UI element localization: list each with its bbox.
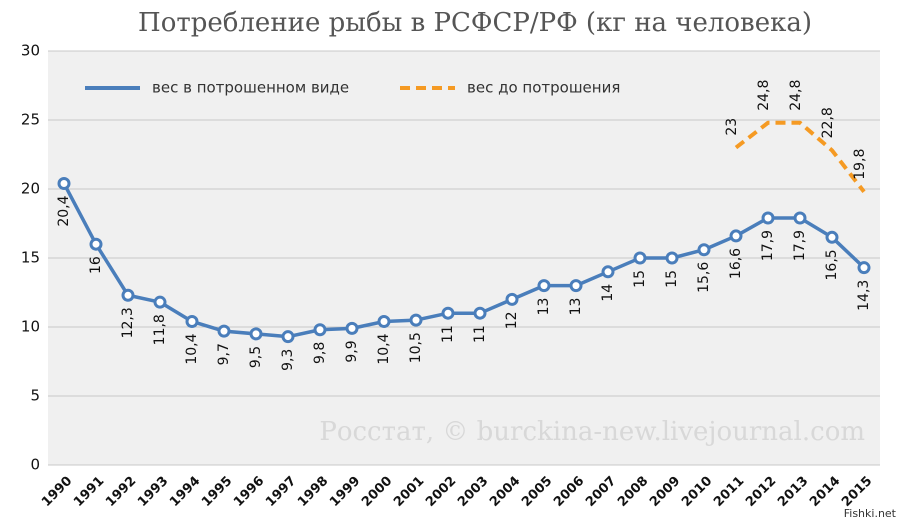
data-label: 10,4 bbox=[184, 333, 200, 364]
x-tick-label: 1999 bbox=[327, 474, 363, 510]
y-tick-label: 15 bbox=[21, 249, 40, 267]
data-label: 15,6 bbox=[696, 262, 712, 293]
marker bbox=[441, 306, 455, 320]
x-tick-label: 2004 bbox=[487, 474, 523, 510]
marker bbox=[601, 265, 615, 279]
x-tick-label: 2015 bbox=[839, 474, 875, 510]
marker bbox=[697, 243, 711, 257]
x-tick-label: 2012 bbox=[743, 474, 779, 510]
x-tick-label: 2006 bbox=[551, 474, 587, 510]
data-label: 17,9 bbox=[792, 230, 808, 261]
x-tick-label: 2007 bbox=[583, 474, 619, 510]
legend-label: вес в потрошенном виде bbox=[152, 79, 349, 97]
data-label: 9,3 bbox=[280, 349, 296, 371]
data-label: 12,3 bbox=[120, 307, 136, 338]
x-tick-label: 1998 bbox=[295, 474, 331, 510]
x-tick-label: 1991 bbox=[71, 474, 107, 510]
data-label: 9,9 bbox=[344, 340, 360, 362]
marker bbox=[89, 237, 103, 251]
x-tick-label: 2001 bbox=[391, 474, 427, 510]
data-label: 9,5 bbox=[248, 346, 264, 368]
marker bbox=[537, 279, 551, 293]
y-tick-label: 30 bbox=[21, 42, 40, 60]
marker bbox=[633, 251, 647, 265]
data-label: 24,8 bbox=[756, 80, 772, 111]
x-tick-label: 2008 bbox=[615, 474, 651, 510]
x-tick-label: 2005 bbox=[519, 474, 555, 510]
marker bbox=[729, 229, 743, 243]
marker bbox=[569, 279, 583, 293]
marker bbox=[665, 251, 679, 265]
marker bbox=[345, 321, 359, 335]
data-label: 9,8 bbox=[312, 342, 328, 364]
data-label: 14,3 bbox=[856, 280, 872, 311]
data-label: 16,6 bbox=[728, 248, 744, 279]
data-label: 19,8 bbox=[852, 149, 868, 180]
data-label: 20,4 bbox=[56, 195, 72, 226]
x-tick-label: 2011 bbox=[711, 474, 747, 510]
marker bbox=[473, 306, 487, 320]
marker bbox=[121, 288, 135, 302]
data-label: 16,5 bbox=[824, 249, 840, 280]
marker bbox=[377, 314, 391, 328]
data-label: 23 bbox=[724, 118, 740, 136]
marker bbox=[793, 211, 807, 225]
marker bbox=[761, 211, 775, 225]
marker bbox=[825, 230, 839, 244]
data-label: 9,7 bbox=[216, 343, 232, 365]
x-tick-label: 2013 bbox=[775, 474, 811, 510]
x-tick-label: 1990 bbox=[39, 474, 75, 510]
data-label: 15 bbox=[632, 270, 648, 288]
marker bbox=[185, 314, 199, 328]
marker bbox=[281, 330, 295, 344]
data-label: 24,8 bbox=[788, 80, 804, 111]
data-label: 12 bbox=[504, 311, 520, 329]
data-label: 10,5 bbox=[408, 332, 424, 363]
data-label: 17,9 bbox=[760, 230, 776, 261]
x-tick-label: 2010 bbox=[679, 474, 715, 510]
series-line bbox=[734, 120, 866, 193]
x-tick-label: 2009 bbox=[647, 474, 683, 510]
watermark: Fishki.net bbox=[844, 507, 897, 520]
data-label: 11 bbox=[440, 325, 456, 343]
x-tick-label: 1994 bbox=[167, 474, 203, 510]
marker bbox=[505, 292, 519, 306]
legend-label: вес до потрошения bbox=[467, 79, 620, 97]
watermark: Росстат, © burckina-new.livejournal.com bbox=[319, 417, 865, 447]
y-tick-label: 25 bbox=[21, 111, 40, 129]
x-tick-label: 2000 bbox=[359, 474, 395, 510]
x-tick-label: 2002 bbox=[423, 474, 459, 510]
data-label: 13 bbox=[568, 298, 584, 316]
data-label: 14 bbox=[600, 284, 616, 302]
data-label: 22,8 bbox=[820, 107, 836, 138]
marker bbox=[153, 295, 167, 309]
marker bbox=[249, 327, 263, 341]
chart-title: Потребление рыбы в РСФСР/РФ (кг на челов… bbox=[138, 8, 812, 38]
data-label: 13 bbox=[536, 298, 552, 316]
x-tick-label: 1993 bbox=[135, 474, 171, 510]
marker bbox=[857, 261, 871, 275]
x-tick-label: 1992 bbox=[103, 474, 139, 510]
y-tick-label: 20 bbox=[21, 180, 40, 198]
x-tick-label: 2003 bbox=[455, 474, 491, 510]
x-tick-label: 2014 bbox=[807, 474, 843, 510]
y-tick-label: 0 bbox=[30, 456, 40, 474]
x-tick-label: 1996 bbox=[231, 474, 267, 510]
marker bbox=[217, 324, 231, 338]
data-label: 10,4 bbox=[376, 333, 392, 364]
marker bbox=[57, 176, 71, 190]
data-label: 16 bbox=[88, 256, 104, 274]
y-tick-label: 10 bbox=[21, 318, 40, 336]
data-label: 11,8 bbox=[152, 314, 168, 345]
x-tick-label: 1995 bbox=[199, 474, 235, 510]
marker bbox=[313, 323, 327, 337]
data-label: 15 bbox=[664, 270, 680, 288]
marker bbox=[409, 313, 423, 327]
x-tick-label: 1997 bbox=[263, 474, 299, 510]
y-tick-label: 5 bbox=[30, 387, 40, 405]
data-label: 11 bbox=[472, 325, 488, 343]
